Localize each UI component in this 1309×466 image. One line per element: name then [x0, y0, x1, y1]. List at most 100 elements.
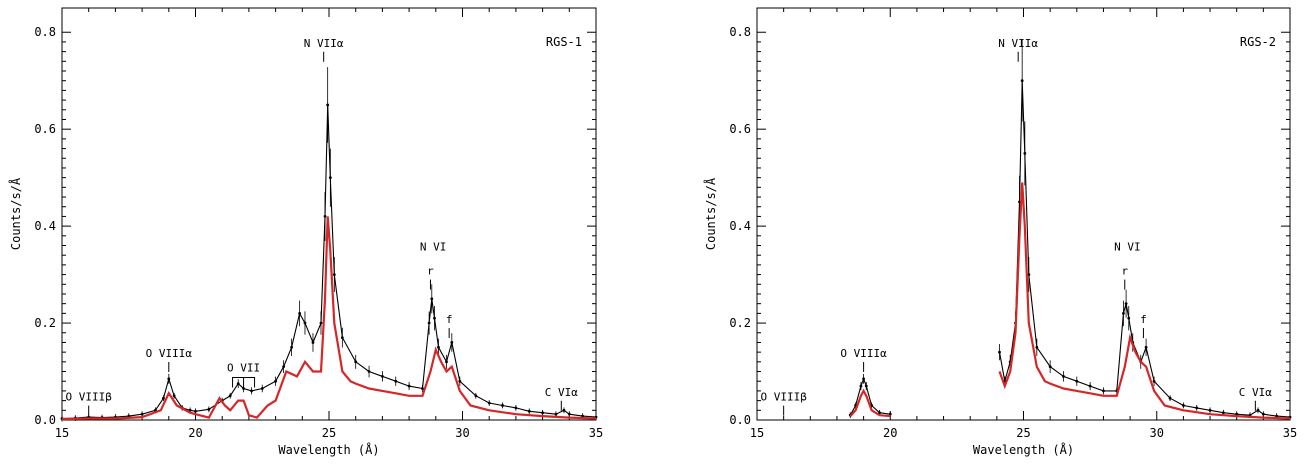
y-tick-label-0: 0.0 — [34, 413, 56, 427]
o-vii-triplet-marker — [232, 377, 256, 388]
x-axis-label: Wavelength (Å) — [278, 442, 379, 457]
data-point — [1235, 412, 1239, 416]
data-point — [862, 377, 865, 381]
data-point — [527, 409, 531, 413]
data-point — [1221, 411, 1225, 415]
data-point — [1062, 374, 1065, 378]
data-point — [562, 408, 566, 412]
data-point — [437, 345, 440, 349]
data-point — [1023, 152, 1027, 155]
data-point — [1168, 396, 1172, 400]
line-label-o-viii: O VIIIα — [146, 347, 193, 372]
data-point — [421, 387, 424, 390]
panel-rgs-1: 15 20 25 30 35 0.0 0.2 0.4 0.6 0.8 Wavelength (Å) C… — [8, 7, 603, 457]
data-point — [1152, 379, 1156, 383]
data-point — [311, 341, 315, 344]
data-point — [340, 336, 344, 339]
plot-frame — [61, 7, 597, 421]
line-label-n-vii: N VIIα — [304, 37, 344, 62]
data-point — [1256, 408, 1260, 412]
data-point — [260, 387, 264, 390]
data-point — [487, 401, 491, 405]
y-tick-label-0-2: 0.2 — [729, 316, 751, 330]
data-point — [1122, 311, 1125, 315]
data-point — [581, 414, 585, 418]
series-data-line-0 — [61, 104, 597, 420]
data-point — [1275, 414, 1279, 418]
data-point — [407, 384, 411, 388]
line-label-text: r — [427, 265, 434, 278]
data-point — [541, 411, 544, 415]
series-model — [61, 216, 597, 421]
line-label-text: N VI — [1114, 240, 1141, 253]
x-tick-label-25: 25 — [1016, 426, 1030, 440]
line-label-text: N VIIα — [998, 37, 1038, 50]
line-label-text: C VIα — [545, 386, 578, 399]
data-point — [1124, 302, 1128, 306]
line-label-text: f — [446, 313, 453, 326]
panel-label: RGS-2 — [1240, 35, 1276, 49]
series-data — [848, 39, 1292, 420]
line-label-text: N VI — [420, 240, 447, 253]
data-point — [1127, 316, 1131, 320]
data-point — [328, 176, 332, 180]
data-point — [326, 103, 330, 107]
data-point — [1035, 345, 1039, 349]
series-model-line-0 — [61, 216, 597, 421]
line-label-f: f — [446, 313, 453, 339]
data-point — [1261, 412, 1265, 416]
data-point — [394, 379, 398, 383]
line-label-c-vi: C VIα — [1239, 386, 1272, 411]
data-point — [167, 377, 171, 381]
data-point — [433, 316, 436, 320]
x-tick-label-25: 25 — [322, 426, 336, 440]
y-tick-label-0-4: 0.4 — [729, 219, 751, 233]
data-point — [514, 406, 518, 410]
line-label-o-viii: O VIIIβ — [760, 391, 807, 416]
line-label-text: O VIIIα — [146, 347, 193, 360]
line-label-o-vii: O VII — [227, 362, 260, 388]
data-point — [888, 412, 892, 416]
series-model-line-0 — [849, 388, 891, 418]
series-model — [849, 182, 1291, 420]
data-point — [998, 350, 1001, 354]
x-tick-label-15: 15 — [55, 426, 69, 440]
data-point — [501, 404, 504, 407]
y-tick-label-0: 0.0 — [729, 413, 751, 427]
panel-rgs-2: 15 20 25 30 35 0.0 0.2 0.4 0.6 0.8 Wavelength (Å) C… — [703, 7, 1297, 457]
y-axis-label: Counts/s/Å — [8, 177, 23, 250]
line-label-text: N VIIα — [304, 37, 344, 50]
data-point — [194, 409, 197, 413]
x-tick-label-20: 20 — [188, 426, 202, 440]
data-point — [207, 407, 211, 411]
line-label-text: O VII — [227, 362, 260, 375]
data-point — [274, 379, 277, 383]
data-point — [236, 382, 240, 386]
data-point — [1088, 384, 1092, 388]
data-point — [1144, 345, 1148, 349]
data-point — [162, 396, 165, 400]
data-point — [1075, 379, 1079, 383]
data-point — [172, 394, 176, 398]
data-point — [474, 394, 478, 398]
data-point — [140, 412, 144, 416]
x-tick-label-35: 35 — [589, 426, 603, 440]
line-label-n-vi: N VI — [420, 240, 447, 253]
data-point — [458, 379, 462, 383]
data-point — [188, 408, 192, 412]
line-label-n-vi: N VI — [1114, 240, 1141, 253]
line-label-o-viii: O VIIIβ — [66, 391, 112, 416]
y-tick-label-0-6: 0.6 — [729, 122, 751, 136]
y-tick-label-0-4: 0.4 — [34, 219, 56, 233]
data-point — [1102, 389, 1105, 393]
line-label-text: O VIIIα — [840, 347, 887, 360]
data-point — [430, 297, 434, 301]
x-tick-label-30: 30 — [455, 426, 469, 440]
series-data-line-0 — [849, 377, 891, 416]
line-label-o-viii: O VIIIα — [840, 347, 887, 372]
line-label-n-vii: N VIIα — [998, 37, 1038, 62]
line-label-c-vi: C VIα — [545, 386, 578, 411]
data-point — [427, 321, 431, 325]
data-point — [1027, 273, 1031, 276]
